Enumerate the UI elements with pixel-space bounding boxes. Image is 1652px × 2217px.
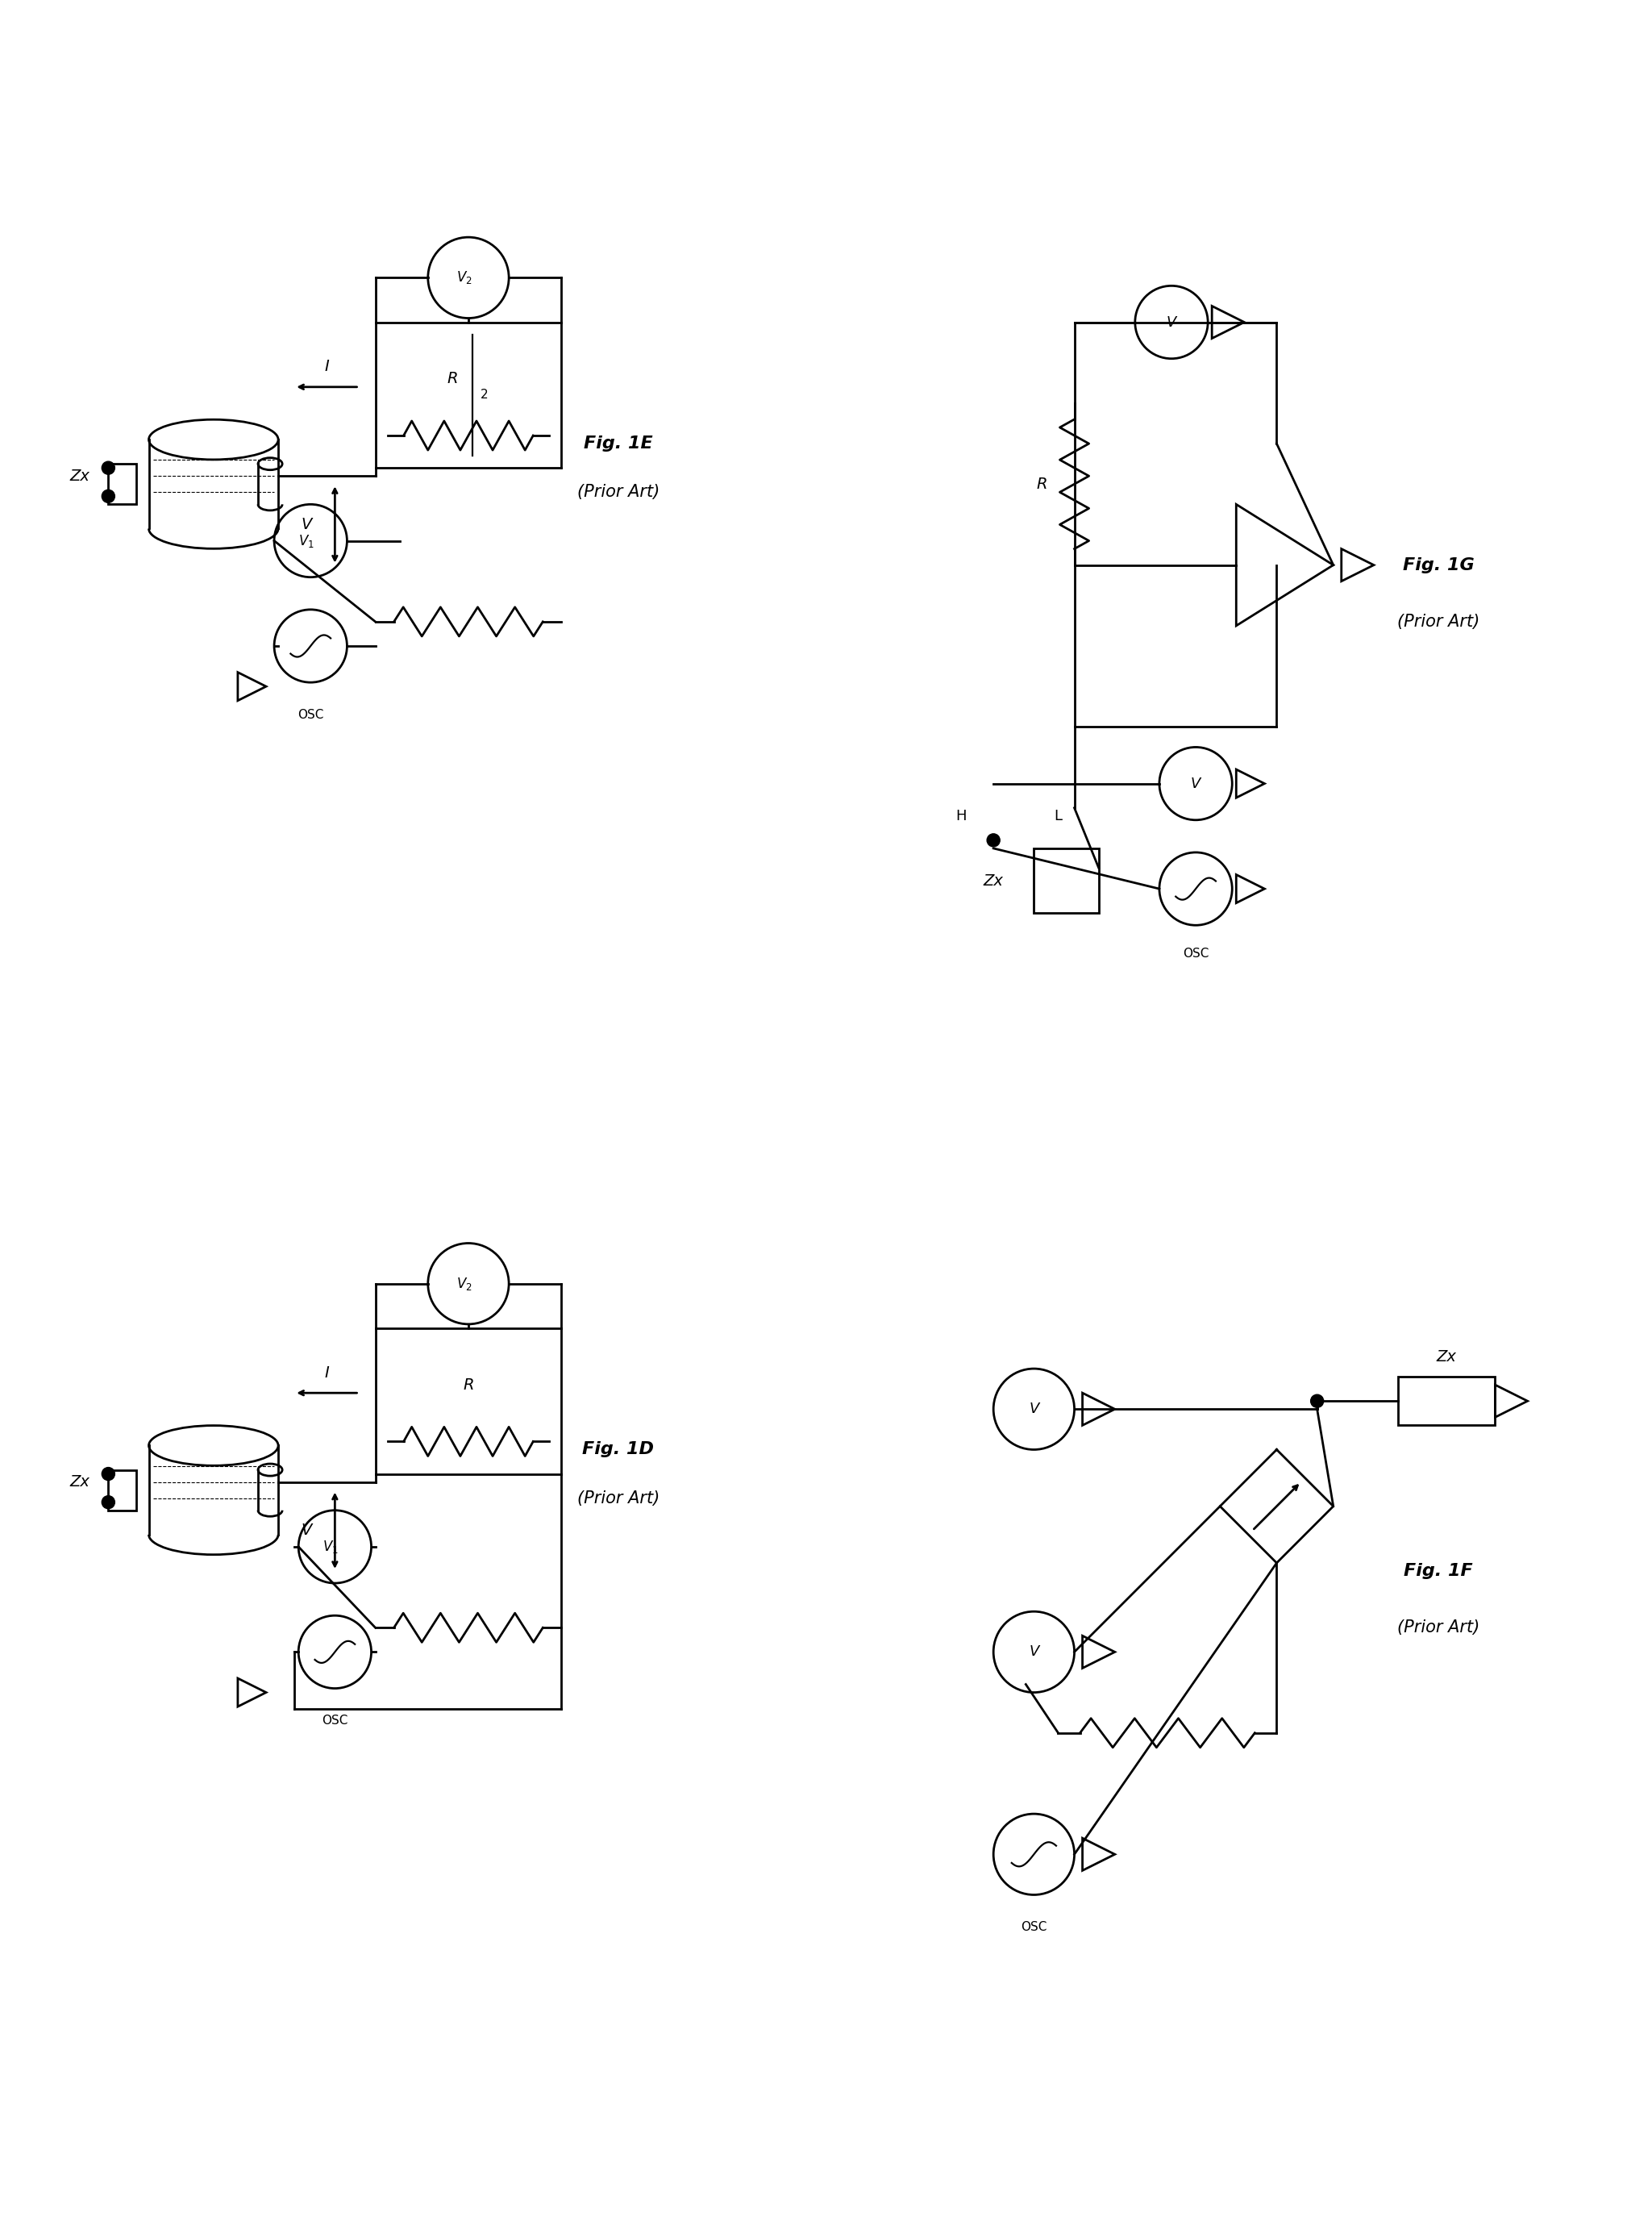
Text: $V_1$: $V_1$ [322,1539,339,1554]
Bar [109,1470,137,1510]
Text: $V_2$: $V_2$ [456,270,472,286]
Text: V: V [1029,1401,1039,1417]
Text: V: V [1029,1645,1039,1658]
Text: Zx: Zx [69,468,89,483]
Text: I: I [324,1366,329,1381]
Text: OSC: OSC [297,709,324,721]
Text: V: V [301,517,312,532]
Text: Zx: Zx [1437,1348,1457,1363]
Circle shape [102,1496,114,1510]
Circle shape [102,1468,114,1481]
Text: Zx: Zx [983,873,1003,889]
Text: $V_2$: $V_2$ [456,1275,472,1293]
Text: V: V [1166,315,1176,330]
Text: (Prior Art): (Prior Art) [577,1490,659,1505]
Text: V: V [301,1523,312,1539]
Text: Fig. 1E: Fig. 1E [583,435,653,452]
Bar [109,463,137,503]
Bar [1398,1377,1495,1426]
Ellipse shape [149,419,278,459]
Text: I: I [324,359,329,375]
Text: OSC: OSC [322,1714,349,1727]
Text: R: R [463,1377,474,1392]
Text: Fig. 1D: Fig. 1D [582,1441,654,1457]
Text: V: V [1191,776,1201,791]
Ellipse shape [149,1426,278,1465]
Text: L: L [1054,809,1062,823]
Text: Zx: Zx [69,1474,89,1490]
Text: (Prior Art): (Prior Art) [577,483,659,501]
Text: R: R [1036,477,1047,492]
Text: Fig. 1F: Fig. 1F [1404,1563,1474,1579]
Circle shape [1310,1394,1323,1408]
Text: (Prior Art): (Prior Art) [1398,614,1480,630]
Text: $V_1$: $V_1$ [299,532,314,550]
Text: H: H [955,809,966,823]
Circle shape [102,490,114,503]
Ellipse shape [258,1463,282,1477]
Text: R: R [446,370,458,386]
Circle shape [986,834,999,847]
Text: (Prior Art): (Prior Art) [1398,1621,1480,1636]
Circle shape [102,461,114,474]
Bar [1034,849,1099,913]
Text: 2: 2 [481,388,489,401]
Text: OSC: OSC [1183,947,1209,960]
Text: OSC: OSC [1021,1922,1047,1933]
Ellipse shape [258,457,282,470]
Text: Fig. 1G: Fig. 1G [1403,556,1474,574]
